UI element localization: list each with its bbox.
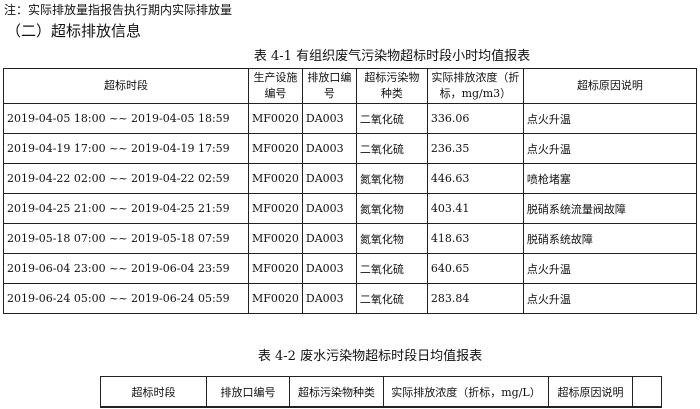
header-row-cell: 生产设施编号 bbox=[248, 68, 303, 104]
table-row-cell: DA003 bbox=[301, 133, 357, 164]
table2-caption: 表 4-2 废水污染物超标时段日均值报表 bbox=[257, 349, 483, 364]
header-row-cell bbox=[632, 376, 662, 408]
table-row-cell: 2019-06-24 05:00 ~~ 2019-06-24 05:59 bbox=[3, 283, 249, 314]
table-row-cell: DA003 bbox=[301, 103, 357, 134]
header-row-cell: 超标污染物种类 bbox=[355, 68, 428, 104]
table-row-cell: 283.84 bbox=[426, 283, 524, 314]
table-row-cell: 二氧化硫 bbox=[355, 253, 428, 284]
table-row-cell: 点火升温 bbox=[522, 283, 698, 314]
table-row-cell: 2019-04-19 17:00 ~~ 2019-04-19 17:59 bbox=[3, 133, 249, 164]
table-row-cell: 2019-04-25 21:00 ~~ 2019-04-25 21:59 bbox=[3, 193, 249, 224]
table-row-cell: 脱硝系统故障 bbox=[522, 223, 698, 254]
header-row-cell: 排放口编号 bbox=[301, 68, 357, 104]
header-row-cell: 实际排放浓度（折标，mg/L） bbox=[383, 376, 549, 408]
table-row-cell: MF0020 bbox=[248, 103, 303, 134]
table-row-cell: MF0020 bbox=[248, 163, 303, 194]
table-row-cell: DA003 bbox=[301, 163, 357, 194]
table-row-cell: 氮氧化物 bbox=[355, 163, 428, 194]
table-row: 2019-06-24 05:00 ~~ 2019-06-24 05:59 MF00… bbox=[3, 283, 698, 314]
table-row-cell: 446.63 bbox=[426, 163, 524, 194]
table-row-cell: DA003 bbox=[301, 193, 357, 224]
note-text: 注：实际排放量指报告执行期内实际排放量 bbox=[4, 3, 233, 17]
table-row-cell: 336.06 bbox=[426, 103, 524, 134]
table-row-cell: 236.35 bbox=[426, 133, 524, 164]
header-row: 超标时段 生产设施编号 排放口编号 超标污染物种类 实际排放浓度（折标，mg/m3） 超标… bbox=[3, 68, 698, 104]
table-row-cell: MF0020 bbox=[248, 133, 303, 164]
table-row: 2019-05-18 07:00 ~~ 2019-05-18 07:59 MF00… bbox=[3, 223, 698, 254]
header-row: 超标时段 排放口编号 超标污染物种类 实际排放浓度（折标，mg/L） 超标原因说明 bbox=[100, 376, 662, 408]
table-row: 2019-04-19 17:00 ~~ 2019-04-19 17:59 MF00… bbox=[3, 133, 698, 164]
header-row-cell: 超标污染物种类 bbox=[289, 376, 384, 408]
table-row-cell: 氮氧化物 bbox=[355, 223, 428, 254]
table-row-cell: 点火升温 bbox=[522, 253, 698, 284]
table-row-cell: 418.63 bbox=[426, 223, 524, 254]
table-row-cell: 脱硝系统流量阀故障 bbox=[522, 193, 698, 224]
table-row-cell: MF0020 bbox=[248, 193, 303, 224]
table1-caption: 表 4-1 有组织废气污染物超标时段小时均值报表 bbox=[253, 49, 531, 64]
table-row-cell: 640.65 bbox=[426, 253, 524, 284]
table-row-cell: 二氧化硫 bbox=[355, 283, 428, 314]
table-row-cell: 点火升温 bbox=[522, 133, 698, 164]
table-row-cell: 2019-05-18 07:00 ~~ 2019-05-18 07:59 bbox=[3, 223, 249, 254]
table-row-cell: 2019-04-05 18:00 ~~ 2019-04-05 18:59 bbox=[3, 103, 249, 134]
table-row: 2019-06-04 23:00 ~~ 2019-06-04 23:59 MF00… bbox=[3, 253, 698, 284]
header-row-cell: 超标原因说明 bbox=[522, 68, 698, 104]
table-row-cell: MF0020 bbox=[248, 253, 303, 284]
section-title: （二）超标排放信息 bbox=[6, 22, 142, 40]
header-row-cell: 实际排放浓度（折标，mg/m3） bbox=[426, 68, 524, 104]
header-row-cell: 超标时段 bbox=[100, 376, 207, 408]
header-row-cell: 超标原因说明 bbox=[548, 376, 633, 408]
table-row-cell: 喷枪堵塞 bbox=[522, 163, 698, 194]
table-row-cell: MF0020 bbox=[248, 283, 303, 314]
exceedance-hourly-table: 超标时段 生产设施编号 排放口编号 超标污染物种类 实际排放浓度（折标，mg/m3） 超标… bbox=[3, 68, 698, 314]
table-row-cell: MF0020 bbox=[248, 223, 303, 254]
table-row-cell: 氮氧化物 bbox=[355, 193, 428, 224]
table-row-cell: 403.41 bbox=[426, 193, 524, 224]
table-row-cell: DA003 bbox=[301, 283, 357, 314]
table-row-cell: 2019-04-22 02:00 ~~ 2019-04-22 02:59 bbox=[3, 163, 249, 194]
table-row-cell: 二氧化硫 bbox=[355, 133, 428, 164]
table-row-cell: 点火升温 bbox=[522, 103, 698, 134]
header-row-cell: 超标时段 bbox=[3, 68, 249, 104]
wastewater-daily-table: 超标时段 排放口编号 超标污染物种类 实际排放浓度（折标，mg/L） 超标原因说明 bbox=[100, 376, 662, 408]
header-row-cell: 排放口编号 bbox=[206, 376, 290, 408]
table-row-cell: 2019-06-04 23:00 ~~ 2019-06-04 23:59 bbox=[3, 253, 249, 284]
table-row-cell: DA003 bbox=[301, 253, 357, 284]
table-row: 2019-04-22 02:00 ~~ 2019-04-22 02:59 MF00… bbox=[3, 163, 698, 194]
table-row: 2019-04-25 21:00 ~~ 2019-04-25 21:59 MF00… bbox=[3, 193, 698, 224]
table-row-cell: DA003 bbox=[301, 223, 357, 254]
table-row-cell: 二氧化硫 bbox=[355, 103, 428, 134]
table-row: 2019-04-05 18:00 ~~ 2019-04-05 18:59 MF00… bbox=[3, 103, 698, 134]
